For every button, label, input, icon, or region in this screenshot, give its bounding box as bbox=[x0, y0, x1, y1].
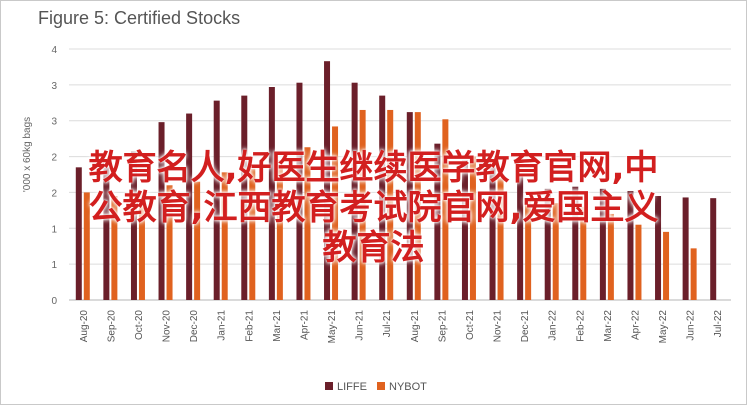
overlay-text-line-2: 公教育,江西教育考试院官网,爱国主义 bbox=[88, 188, 659, 228]
chart-title: Figure 5: Certified Stocks bbox=[38, 8, 241, 28]
bar-liffe bbox=[599, 188, 606, 300]
y-axis-label: '000 x 60kg bags bbox=[22, 117, 33, 192]
bar-nybot bbox=[359, 109, 366, 300]
bar-liffe bbox=[186, 113, 193, 301]
bar-nybot bbox=[690, 248, 697, 300]
y-tick-label: 4 bbox=[51, 45, 57, 56]
bar-nybot bbox=[469, 156, 476, 300]
bar-liffe bbox=[655, 196, 662, 300]
bar-liffe bbox=[406, 112, 413, 300]
bar-liffe bbox=[461, 160, 468, 300]
gridlines bbox=[69, 48, 731, 301]
bar-nybot bbox=[276, 160, 283, 300]
y-tick-label: 1 bbox=[51, 260, 57, 271]
x-tick-label: Sep-21 bbox=[437, 310, 448, 343]
x-tick-label: Jan-22 bbox=[548, 310, 559, 341]
bar-nybot bbox=[497, 178, 504, 300]
x-tick-label: Apr-21 bbox=[299, 310, 310, 340]
y-tick-label: 2 bbox=[51, 188, 57, 199]
x-tick-label: Sep-20 bbox=[106, 310, 117, 343]
legend-swatch-liffe bbox=[325, 382, 333, 390]
bar-liffe bbox=[489, 167, 496, 300]
x-tick-label: Oct-21 bbox=[465, 310, 476, 340]
legend-label-nybot: NYBOT bbox=[389, 381, 427, 393]
bar-nybot bbox=[414, 112, 421, 300]
x-tick-label: Jun-21 bbox=[355, 310, 366, 341]
y-tick-label: 0 bbox=[51, 296, 57, 307]
legend-swatch-nybot bbox=[377, 382, 385, 390]
bar-nybot bbox=[332, 126, 339, 300]
bar-liffe bbox=[158, 122, 165, 300]
bar-liffe bbox=[296, 82, 303, 300]
bar-nybot bbox=[387, 109, 394, 300]
bar-nybot bbox=[83, 192, 90, 300]
legend-label-liffe: LIFFE bbox=[337, 381, 367, 393]
bar-liffe bbox=[324, 61, 331, 300]
y-tick-label: 3 bbox=[51, 81, 57, 92]
x-tick-label: Jul-21 bbox=[382, 310, 393, 338]
bar-liffe bbox=[130, 151, 137, 300]
bar-liffe bbox=[268, 87, 275, 300]
bar-liffe bbox=[103, 167, 110, 300]
x-tick-label: Feb-21 bbox=[244, 310, 255, 342]
bar-nybot bbox=[635, 224, 642, 300]
x-tick-label: Dec-20 bbox=[189, 310, 200, 343]
bar-nybot bbox=[663, 231, 670, 300]
x-tick-label: Jan-21 bbox=[217, 310, 228, 341]
x-tick-label: Aug-20 bbox=[79, 310, 90, 343]
x-tick-label: Nov-21 bbox=[493, 310, 504, 343]
bar-liffe bbox=[434, 143, 441, 300]
bar-liffe bbox=[379, 95, 386, 300]
bar-nybot bbox=[221, 172, 228, 300]
bars bbox=[75, 61, 717, 301]
x-tick-label: Nov-20 bbox=[162, 310, 173, 343]
bar-nybot bbox=[166, 185, 173, 300]
bar-nybot bbox=[442, 119, 449, 300]
x-tick-label: Aug-21 bbox=[410, 310, 421, 343]
x-tick-label: Mar-22 bbox=[603, 310, 614, 342]
bar-nybot bbox=[607, 213, 614, 300]
overlay-text-line-1: 教育名人,好医生继续医学教育官网,中 bbox=[88, 148, 659, 188]
x-tick-label: Feb-22 bbox=[575, 310, 586, 342]
x-tick-label: Jul-22 bbox=[713, 310, 724, 338]
x-tick-label: Dec-21 bbox=[520, 310, 531, 343]
bar-liffe bbox=[241, 95, 248, 300]
x-tick-label: May-21 bbox=[327, 310, 338, 344]
bar-liffe bbox=[682, 197, 689, 300]
bar-liffe bbox=[544, 188, 551, 300]
bar-liffe bbox=[572, 186, 579, 300]
legend: LIFFE NYBOT bbox=[325, 381, 427, 393]
bar-nybot bbox=[525, 199, 532, 300]
x-tick-label: Oct-20 bbox=[134, 310, 145, 340]
bar-liffe bbox=[213, 100, 220, 301]
x-tick-label: Jun-22 bbox=[686, 310, 697, 341]
bar-nybot bbox=[552, 203, 559, 300]
x-tick-label: Mar-21 bbox=[272, 310, 283, 342]
bar-liffe bbox=[710, 198, 717, 300]
overlay-text-line-3: 教育法 bbox=[322, 228, 425, 268]
y-tick-label: 2 bbox=[51, 153, 57, 164]
x-tick-labels: Aug-20 Sep-20 Oct-20 Nov-20 Dec-20 Jan-21 Feb-… bbox=[79, 310, 724, 344]
bar-nybot bbox=[111, 196, 118, 300]
bar-nybot bbox=[249, 168, 256, 300]
y-tick-labels: 0 1 1 2 2 3 3 4 bbox=[51, 45, 57, 307]
bar-liffe bbox=[351, 82, 358, 300]
x-tick-label: Apr-22 bbox=[630, 310, 641, 340]
bar-nybot bbox=[194, 181, 201, 300]
y-tick-label: 3 bbox=[51, 117, 57, 128]
bar-nybot bbox=[580, 206, 587, 300]
bar-liffe bbox=[75, 167, 82, 300]
bar-liffe bbox=[517, 174, 524, 300]
y-tick-label: 1 bbox=[51, 224, 57, 235]
bar-liffe bbox=[627, 190, 634, 300]
bar-nybot bbox=[138, 192, 145, 300]
bar-nybot bbox=[304, 147, 311, 300]
x-tick-label: May-22 bbox=[658, 310, 669, 344]
